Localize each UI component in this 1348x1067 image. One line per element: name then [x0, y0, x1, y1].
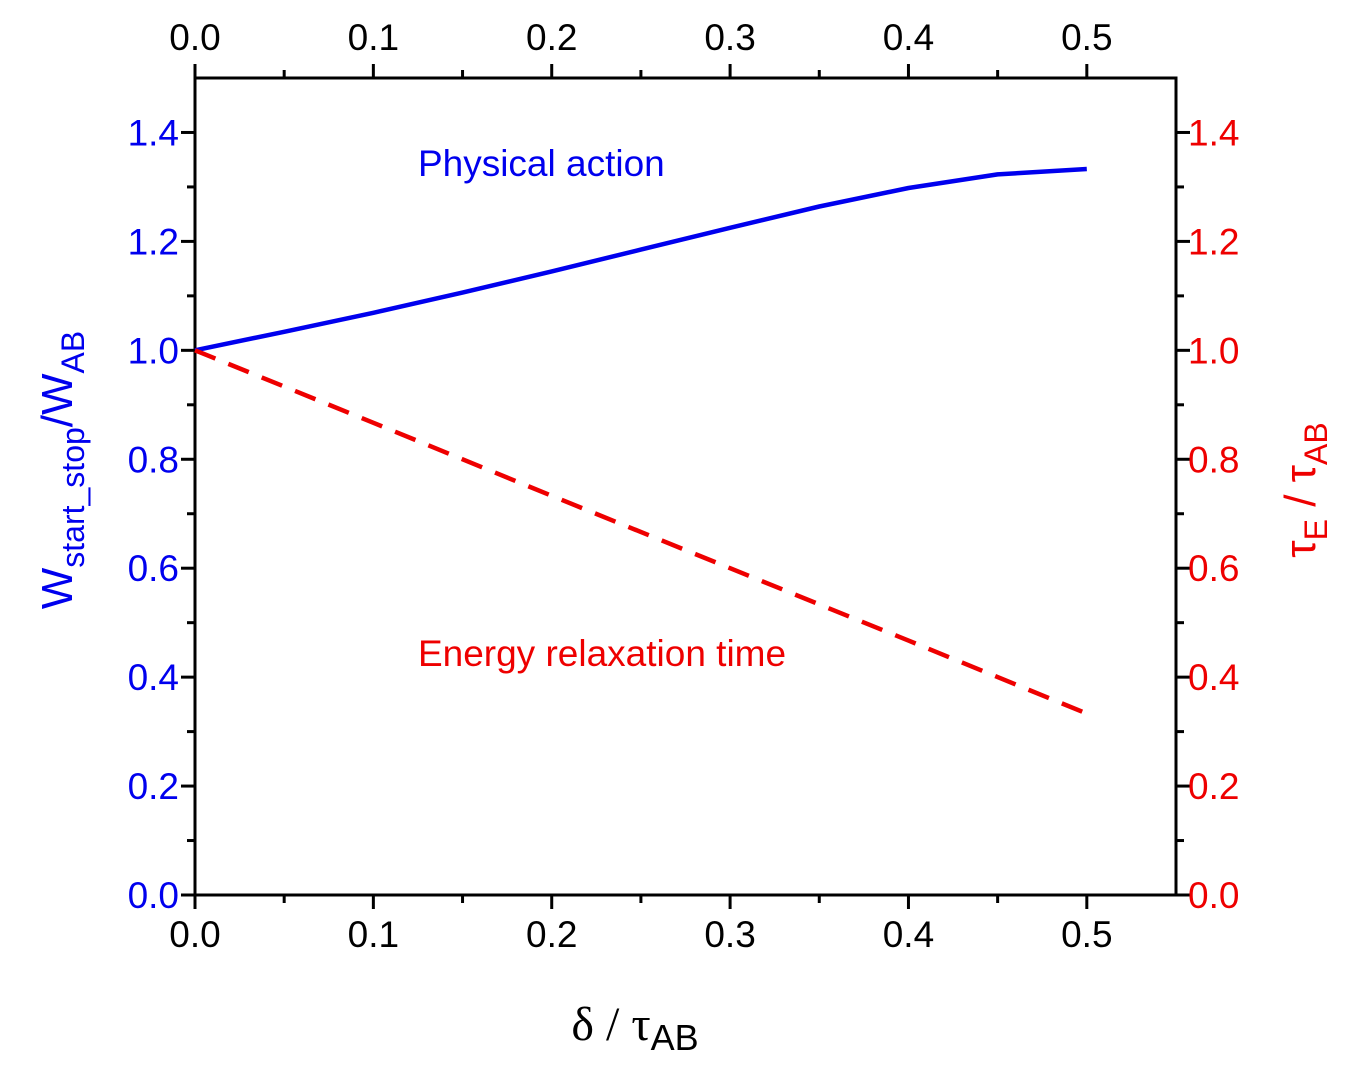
- x-top-tick-label: 0.5: [1061, 17, 1112, 58]
- y-right-axis-title: τE / τAB: [1276, 422, 1334, 557]
- y-left-title-sub2: AB: [55, 331, 91, 374]
- tick-marks: [181, 64, 1190, 909]
- x-bottom-tick-label: 0.3: [704, 914, 755, 955]
- y-right-tick-label: 1.0: [1188, 330, 1239, 371]
- x-top-tick-label: 0.2: [526, 17, 577, 58]
- annotation-energy-relaxation-time: Energy relaxation time: [418, 633, 786, 674]
- y-left-tick-label: 1.0: [128, 330, 179, 371]
- x-top-tick-label: 0.4: [883, 17, 934, 58]
- tick-labels: 0.00.00.10.10.20.20.30.30.40.40.50.50.0 0…: [128, 17, 1240, 955]
- y-left-tick-label: 0.2: [128, 766, 179, 807]
- y-left-axis-title: Wstart_stop/WAB: [33, 331, 91, 610]
- y-right-tick-label: 1.4: [1188, 112, 1239, 153]
- x-top-tick-label: 0.0: [169, 17, 220, 58]
- series-lines: [194, 166, 1088, 716]
- y-right-tick-label: 0.2: [1188, 766, 1239, 807]
- y-left-title-main2: /W: [33, 373, 82, 427]
- x-bottom-tick-label: 0.1: [348, 914, 399, 955]
- y-left-tick-label: 1.4: [128, 112, 179, 153]
- x-bottom-tick-label: 0.4: [883, 914, 934, 955]
- annotation-physical-action: Physical action: [418, 143, 665, 184]
- y-right-title-main2: / τ: [1276, 464, 1325, 519]
- y-right-tick-label: 0.6: [1188, 548, 1239, 589]
- series-line-energy-relaxation-time: [194, 348, 1088, 716]
- y-right-title-main: τ: [1276, 540, 1325, 558]
- y-right-title-sub2: AB: [1298, 422, 1334, 465]
- x-title-main: δ / τ: [571, 998, 650, 1051]
- y-right-tick-label: 1.2: [1188, 221, 1239, 262]
- y-left-title-sub1: start_stop: [55, 427, 91, 568]
- x-axis-title: δ / τAB: [571, 998, 698, 1058]
- y-right-tick-label: 0.8: [1188, 439, 1239, 480]
- x-top-tick-label: 0.1: [348, 17, 399, 58]
- y-left-tick-label: 0.6: [128, 548, 179, 589]
- x-bottom-tick-label: 0.2: [526, 914, 577, 955]
- x-bottom-tick-label: 0.5: [1061, 914, 1112, 955]
- y-right-tick-label: 0.0: [1188, 875, 1239, 916]
- y-left-tick-label: 0.0: [128, 875, 179, 916]
- x-top-tick-label: 0.3: [704, 17, 755, 58]
- series-line-physical-action: [194, 166, 1087, 353]
- y-left-tick-label: 0.8: [128, 439, 179, 480]
- x-bottom-tick-label: 0.0: [169, 914, 220, 955]
- y-left-title-main: W: [33, 567, 82, 609]
- x-title-sub: AB: [651, 1017, 699, 1058]
- y-right-title-sub1: E: [1298, 519, 1334, 540]
- plot-frame: [193, 76, 1178, 897]
- y-left-tick-label: 0.4: [128, 657, 179, 698]
- y-left-tick-label: 1.2: [128, 221, 179, 262]
- y-right-tick-label: 0.4: [1188, 657, 1239, 698]
